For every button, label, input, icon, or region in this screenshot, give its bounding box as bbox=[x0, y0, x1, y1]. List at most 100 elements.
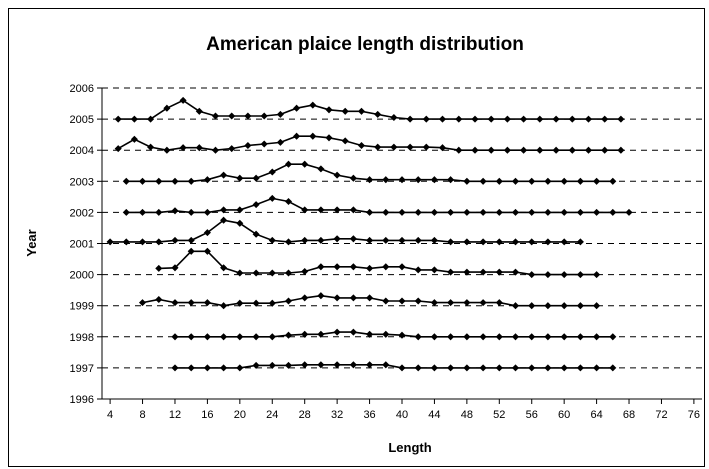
point-2004-31 bbox=[325, 134, 333, 142]
point-2004-65 bbox=[601, 146, 609, 154]
point-1999-52 bbox=[495, 299, 503, 307]
point-2005-57 bbox=[536, 115, 544, 123]
point-1998-46 bbox=[447, 333, 455, 341]
point-2001-50 bbox=[479, 238, 487, 246]
point-1997-52 bbox=[495, 364, 503, 372]
x-tick-label-24: 24 bbox=[266, 409, 278, 421]
point-2001-22 bbox=[252, 230, 260, 238]
x-tick-label-4: 4 bbox=[107, 409, 113, 421]
point-2004-63 bbox=[584, 146, 593, 154]
point-2005-31 bbox=[325, 106, 333, 114]
point-1997-26 bbox=[284, 361, 293, 369]
point-2004-25 bbox=[276, 138, 284, 146]
point-1997-32 bbox=[333, 361, 341, 369]
point-2002-58 bbox=[544, 208, 552, 216]
y-tick-label-2003: 2003 bbox=[70, 176, 94, 188]
point-2005-15 bbox=[195, 107, 203, 115]
point-2005-35 bbox=[357, 107, 366, 115]
point-1998-64 bbox=[593, 333, 601, 341]
point-2001-48 bbox=[463, 238, 471, 246]
point-1999-44 bbox=[430, 299, 438, 307]
point-2003-20 bbox=[236, 174, 244, 182]
point-1999-36 bbox=[366, 294, 374, 302]
point-1999-50 bbox=[479, 299, 487, 307]
point-2002-8 bbox=[138, 208, 147, 216]
x-tick-label-40: 40 bbox=[396, 409, 408, 421]
y-tick-label-1997: 1997 bbox=[70, 363, 94, 375]
point-1997-30 bbox=[317, 361, 325, 369]
point-2005-5 bbox=[114, 115, 122, 123]
point-1997-22 bbox=[252, 361, 260, 369]
point-2003-56 bbox=[528, 177, 536, 185]
point-2002-62 bbox=[576, 208, 584, 216]
point-2000-28 bbox=[301, 267, 309, 276]
point-2005-41 bbox=[406, 115, 414, 123]
point-1997-38 bbox=[382, 361, 390, 369]
point-2001-12 bbox=[171, 236, 179, 244]
point-2005-43 bbox=[422, 115, 430, 123]
grid-layer bbox=[102, 87, 702, 369]
point-2000-38 bbox=[382, 263, 390, 271]
tick-layer: 1996 1997 1998 1999 2000 2001 2002 2003 2004 2005… bbox=[70, 83, 701, 421]
point-1998-18 bbox=[220, 333, 228, 341]
point-2003-64 bbox=[593, 177, 601, 185]
point-1999-14 bbox=[187, 299, 195, 307]
series-2000 bbox=[155, 247, 601, 279]
axis-layer bbox=[97, 87, 702, 404]
point-2001-60 bbox=[560, 238, 568, 246]
series-line-1998 bbox=[175, 331, 613, 338]
point-2000-48 bbox=[463, 268, 471, 276]
point-2000-40 bbox=[398, 263, 406, 271]
point-2000-60 bbox=[560, 271, 568, 279]
point-2002-54 bbox=[511, 208, 520, 216]
series-2005 bbox=[114, 96, 625, 123]
point-2005-51 bbox=[487, 115, 495, 123]
point-2002-20 bbox=[236, 206, 244, 214]
point-2004-5 bbox=[114, 145, 122, 153]
point-1999-20 bbox=[236, 299, 244, 307]
point-2001-16 bbox=[203, 229, 211, 237]
point-2003-50 bbox=[479, 177, 487, 185]
point-2002-6 bbox=[122, 208, 130, 216]
point-2003-8 bbox=[138, 177, 147, 185]
point-2005-49 bbox=[471, 115, 479, 123]
point-2000-52 bbox=[495, 268, 503, 276]
point-2003-6 bbox=[122, 177, 130, 185]
point-2002-30 bbox=[317, 206, 325, 214]
point-1998-38 bbox=[382, 330, 390, 338]
point-1997-36 bbox=[366, 361, 374, 369]
point-2005-37 bbox=[374, 110, 382, 118]
point-2002-60 bbox=[560, 208, 568, 216]
point-2001-58 bbox=[544, 238, 552, 246]
point-2004-19 bbox=[228, 145, 236, 153]
series-1998 bbox=[171, 328, 617, 341]
point-2002-46 bbox=[447, 208, 455, 216]
point-2005-65 bbox=[601, 115, 609, 123]
point-2001-28 bbox=[301, 236, 309, 244]
point-2001-24 bbox=[268, 236, 276, 244]
point-2001-38 bbox=[382, 236, 390, 244]
point-1998-26 bbox=[284, 331, 293, 339]
point-1999-18 bbox=[220, 302, 228, 310]
series-line-2000 bbox=[158, 250, 597, 276]
point-2003-40 bbox=[398, 176, 406, 184]
point-2004-9 bbox=[147, 143, 155, 151]
point-1997-50 bbox=[479, 364, 487, 372]
point-2000-64 bbox=[593, 271, 601, 279]
point-1999-46 bbox=[447, 299, 455, 307]
point-2000-42 bbox=[414, 266, 422, 274]
point-2005-11 bbox=[163, 104, 171, 112]
point-2004-7 bbox=[130, 135, 138, 143]
point-1999-26 bbox=[284, 297, 293, 305]
point-1998-48 bbox=[463, 333, 471, 341]
point-2003-22 bbox=[252, 174, 260, 182]
point-1998-30 bbox=[317, 330, 325, 338]
point-2005-13 bbox=[179, 96, 187, 104]
point-2002-14 bbox=[187, 208, 195, 216]
series-line-2002 bbox=[126, 197, 629, 214]
point-2002-66 bbox=[609, 208, 617, 216]
point-1998-44 bbox=[430, 333, 438, 341]
point-2003-12 bbox=[171, 177, 179, 185]
point-1999-34 bbox=[349, 294, 357, 302]
y-tick-label-1999: 1999 bbox=[70, 301, 94, 313]
